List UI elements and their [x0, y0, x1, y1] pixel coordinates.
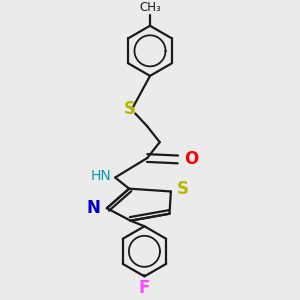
Text: S: S: [124, 100, 136, 118]
Text: N: N: [87, 199, 101, 217]
Text: F: F: [139, 279, 150, 297]
Text: CH₃: CH₃: [139, 1, 161, 14]
Text: S: S: [177, 180, 189, 198]
Text: O: O: [184, 150, 198, 168]
Text: HN: HN: [90, 169, 111, 183]
